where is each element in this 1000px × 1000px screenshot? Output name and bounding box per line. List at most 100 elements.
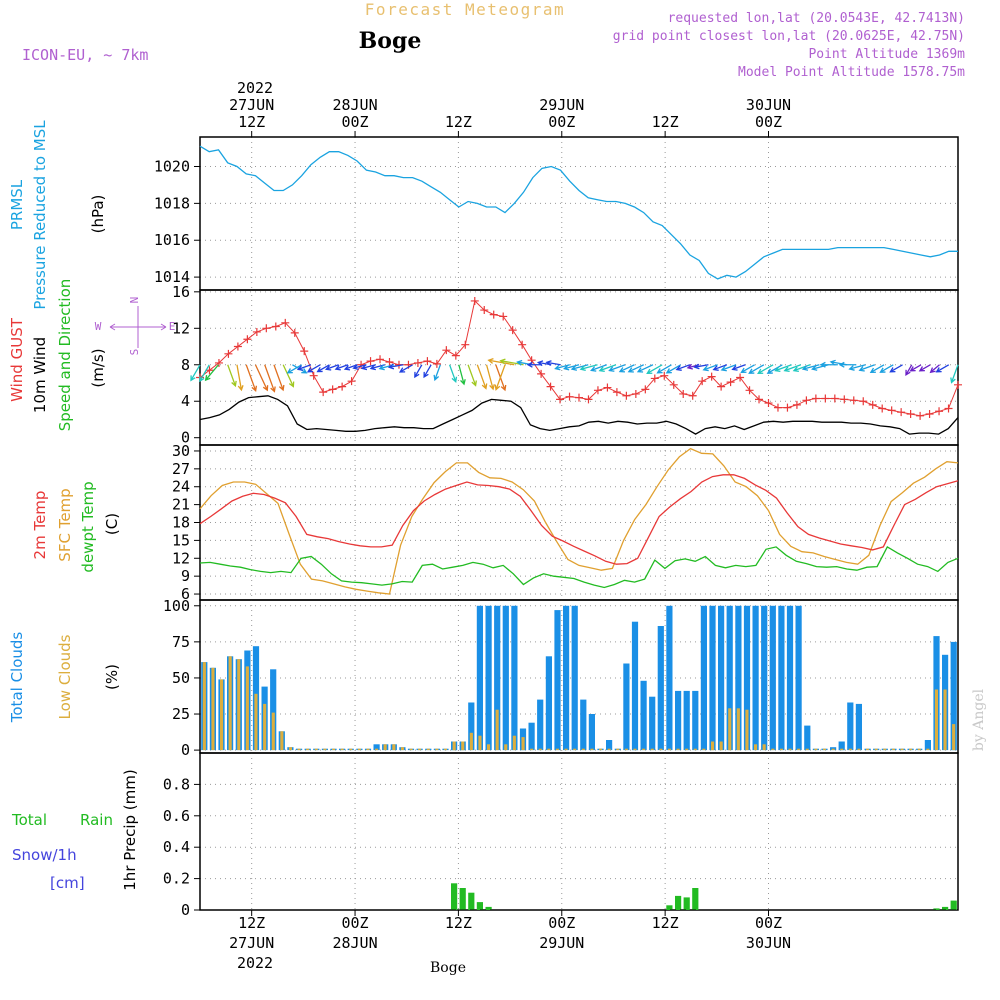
low-cloud-bar [426, 748, 430, 751]
wind-direction-arrow [858, 364, 876, 372]
gust-marker [347, 377, 356, 386]
total-cloud-bar [580, 699, 587, 751]
low-cloud-bar [547, 748, 551, 751]
gust-marker [470, 296, 479, 305]
total-cloud-bar [804, 725, 811, 751]
gust-marker [413, 358, 422, 367]
gust-marker [726, 378, 735, 387]
low-cloud-bar [332, 748, 336, 751]
total-cloud-bar [476, 605, 483, 751]
low-cloud-bar [366, 748, 370, 751]
rain-bar [476, 902, 483, 910]
total-cloud-bar [554, 610, 561, 751]
total-cloud-bar [588, 714, 595, 751]
total-cloud-bar [373, 744, 380, 751]
total-cloud-bar [718, 605, 725, 751]
wind-speed-line [199, 395, 959, 435]
y-tick-label: 9 [181, 567, 190, 585]
gust-marker [679, 389, 688, 398]
gust-marker [214, 358, 223, 367]
total-cloud-bar [752, 605, 759, 751]
total-cloud-bar [502, 605, 509, 751]
low-cloud-bar [357, 748, 361, 751]
wind-direction-arrow [282, 364, 295, 388]
wind-direction-arrow [712, 364, 728, 371]
wind-direction-arrow [476, 364, 488, 390]
compass-rose-icon [109, 306, 167, 348]
y-tick-label: 18 [172, 514, 190, 532]
wind-direction-arrow [598, 364, 617, 373]
y-tick-label: 0 [181, 429, 190, 447]
wind-direction-arrow [774, 364, 792, 373]
y-tick-label: 8 [181, 356, 190, 374]
low-cloud-bar [314, 748, 318, 751]
wind-direction-arrow [352, 364, 367, 370]
low-cloud-bar [805, 748, 809, 751]
rain-bar [468, 892, 475, 910]
gust-marker [783, 403, 792, 412]
low-cloud-bar [848, 748, 852, 751]
gust-marker [868, 400, 877, 409]
top-hour-label: 12Z [652, 113, 679, 131]
gust-marker [764, 399, 773, 408]
low-cloud-bar [659, 748, 663, 751]
top-hour-label: 00Z [755, 113, 782, 131]
gust-marker [300, 347, 309, 356]
footer-location: Boge [430, 960, 466, 976]
bottom-hour-label: 12Z [238, 914, 265, 932]
wind-direction-arrow [656, 364, 672, 374]
low-cloud-bar [478, 735, 482, 751]
low-cloud-bar [564, 748, 568, 751]
low-cloud-bar [590, 748, 594, 751]
gust-marker [878, 404, 887, 413]
rain-bar [675, 895, 682, 910]
requested-coords: requested lon,lat (20.0543E, 42.7413N) [668, 11, 965, 26]
t2m-line [199, 474, 959, 565]
wind-direction-arrow [245, 364, 258, 392]
low-cloud-bar [573, 748, 577, 751]
gust-marker [376, 355, 385, 364]
low-cloud-bar [900, 748, 904, 751]
wind-direction-arrow [306, 364, 321, 373]
wind-direction-arrow [286, 364, 303, 374]
wind-direction-arrow [236, 364, 244, 392]
top-date-label: 30JUN [746, 96, 791, 114]
rain-bar [451, 883, 458, 910]
wind-direction-arrow [838, 361, 857, 368]
y-tick-label: 1014 [154, 268, 190, 286]
gust-marker [944, 404, 953, 413]
total-cloud-bar [666, 605, 673, 751]
low-cloud-bar [435, 748, 439, 751]
low-cloud-bar [702, 748, 706, 751]
gust-marker [593, 386, 602, 395]
wind-direction-arrow [296, 364, 312, 371]
low-cloud-bar [883, 748, 887, 751]
wind-direction-arrow [398, 364, 413, 373]
bottom-hour-label: 12Z [445, 914, 472, 932]
wind-direction-arrow [801, 364, 820, 371]
y-tick-label: 12 [172, 319, 190, 337]
low-cloud-bar [607, 748, 611, 751]
low-cloud-bar [297, 748, 301, 751]
wind-direction-arrow [848, 364, 866, 371]
total-cloud-bar [563, 605, 570, 751]
low-cloud-bar [797, 748, 801, 751]
point-altitude: Point Altitude 1369m [808, 47, 965, 62]
low-cloud-bar [711, 741, 715, 751]
meteogram-title: Forecast Meteogram [365, 0, 565, 19]
gust-marker [489, 310, 498, 319]
temp-unit: (C) [103, 513, 121, 535]
y-tick-label: 15 [172, 531, 190, 549]
wind-direction-label: Speed and Direction [56, 279, 74, 432]
low-clouds-label: Low Clouds [56, 634, 74, 719]
low-cloud-bar [202, 662, 206, 751]
low-cloud-bar [409, 748, 413, 751]
gust-marker [575, 393, 583, 402]
gust-marker [252, 327, 261, 336]
total-cloud-bar [545, 656, 552, 751]
wind-direction-arrow [665, 364, 682, 374]
wind-direction-arrow [324, 364, 339, 371]
gust-marker [271, 322, 280, 331]
low-cloud-bar [771, 748, 775, 751]
